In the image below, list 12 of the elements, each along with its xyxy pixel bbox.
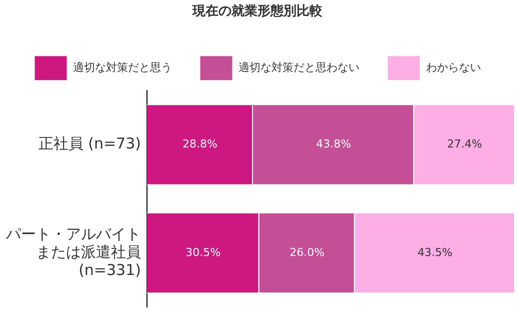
data-label: 26.0% [290,246,325,259]
legend-label: 適切な対策だと思う [72,60,172,74]
chart-title: 現在の就業形態別比較 [192,3,324,20]
data-label: 27.4% [447,138,482,151]
data-label: 30.5% [186,246,221,259]
data-label: 43.8% [316,138,352,151]
legend-label: 適切な対策だと思わない [238,60,360,74]
y-tick-label: パート・アルバイトまたは派遣社員 (n=331) [5,224,141,279]
data-label: 43.5% [417,246,452,259]
legend-label: わからない [426,60,481,74]
data-label: 28.8% [182,138,218,151]
y-tick-label: 正社員 (n=73) [38,134,141,153]
